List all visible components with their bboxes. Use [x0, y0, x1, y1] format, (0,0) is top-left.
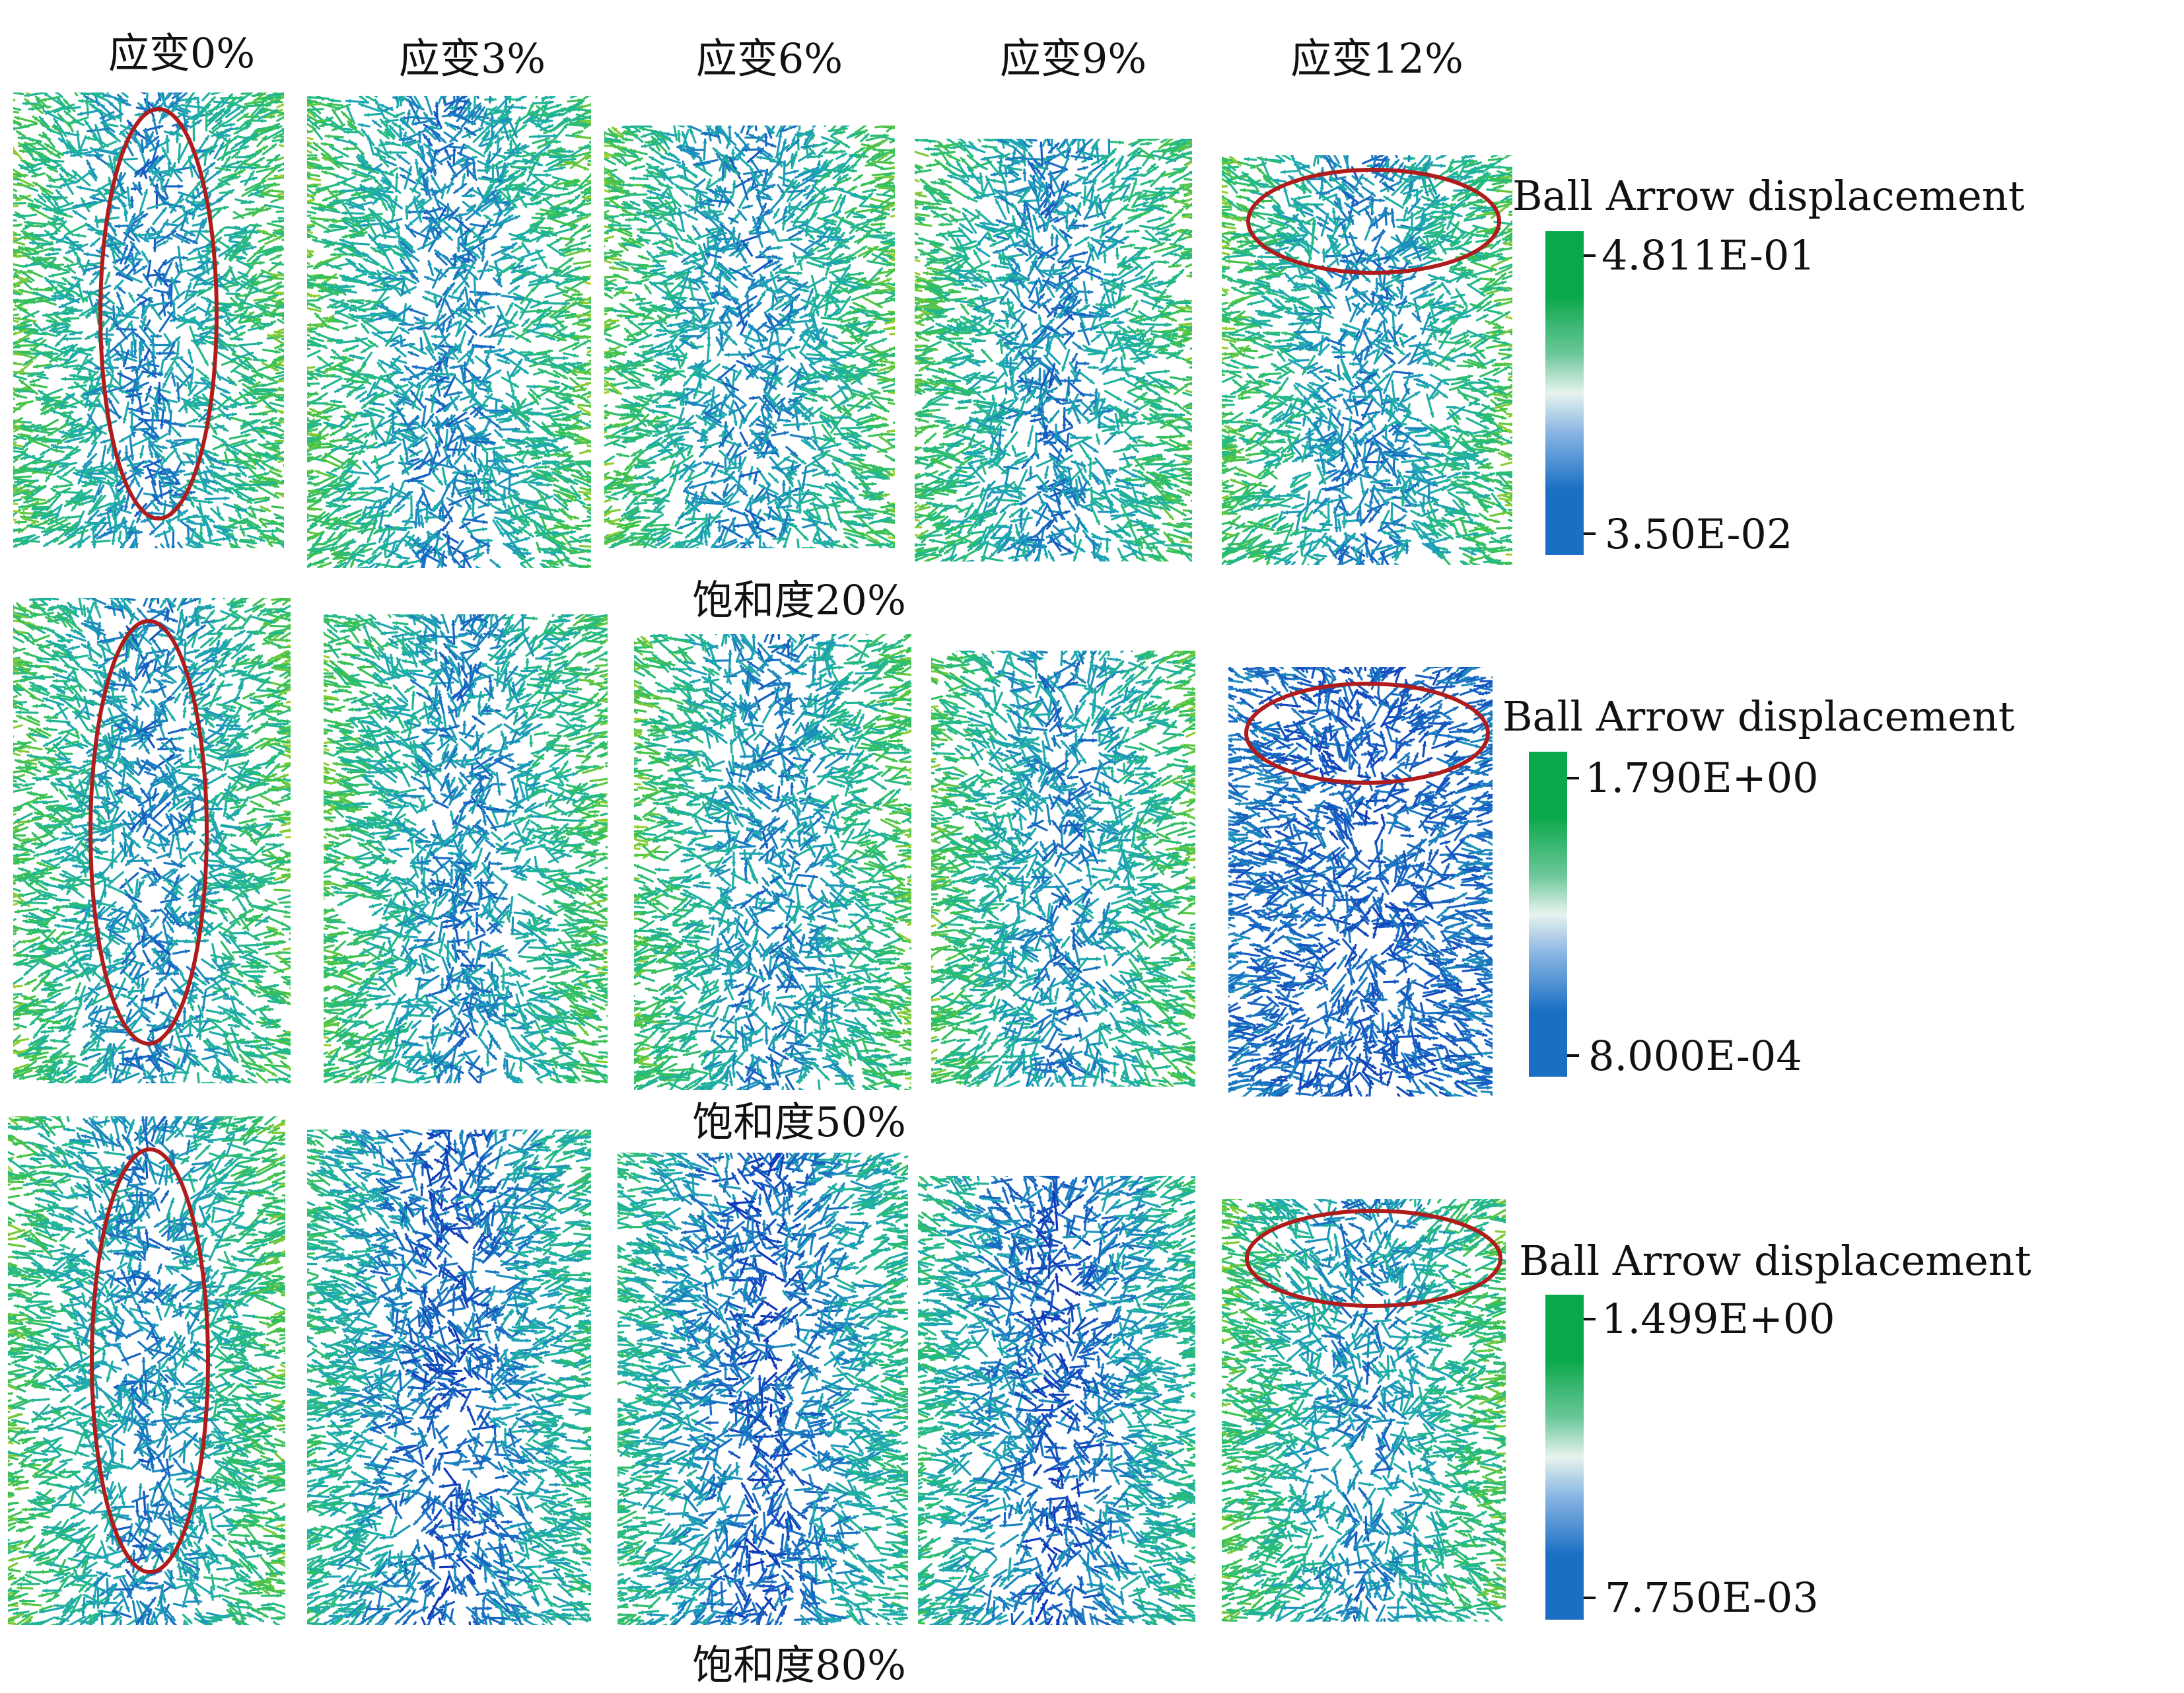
displacement-panel-r1-c1	[324, 614, 608, 1083]
row-label-saturation-50: 饱和度50%	[692, 1089, 906, 1148]
arrow-field	[931, 651, 1195, 1087]
arrow-field	[1222, 155, 1512, 565]
displacement-panel-r2-c2	[617, 1153, 908, 1625]
displacement-panel-r0-c4	[1222, 155, 1512, 565]
colorbar-tick-min	[1567, 1054, 1579, 1057]
legend-min-value: 3.50E-02	[1605, 510, 1792, 558]
column-header-strain-12: 应变12%	[1290, 25, 1463, 85]
legend-saturation-80: Ball Arrow displacement 1.499E+00 7.750E…	[1519, 1237, 2031, 1633]
legend-saturation-20: Ball Arrow displacement 4.811E-01 3.50E-…	[1512, 172, 2025, 568]
column-header-strain-0: 应变0%	[108, 20, 255, 79]
displacement-panel-r0-c1	[307, 96, 591, 568]
displacement-panel-r0-c2	[604, 126, 895, 548]
arrow-field	[324, 614, 608, 1083]
colorbar-tick-max	[1567, 777, 1579, 779]
legend-min-value: 7.750E-03	[1605, 1573, 1819, 1622]
displacement-panel-r1-c3	[931, 651, 1195, 1087]
colorbar	[1529, 752, 1567, 1077]
displacement-panel-r1-c2	[634, 634, 911, 1090]
row-label-saturation-20: 饱和度20%	[692, 567, 906, 626]
displacement-panel-r1-c0	[13, 598, 291, 1083]
arrow-field	[604, 126, 895, 548]
arrow-field	[8, 1116, 285, 1625]
displacement-panel-r2-c0	[8, 1116, 285, 1625]
column-header-strain-9: 应变9%	[1000, 25, 1146, 85]
arrow-field	[307, 1130, 591, 1625]
arrow-field	[307, 96, 591, 568]
row-label-saturation-80: 饱和度80%	[692, 1632, 906, 1691]
colorbar-tick-max	[1584, 254, 1596, 257]
legend-max-value: 1.790E+00	[1585, 754, 1819, 802]
displacement-panel-r1-c4	[1228, 667, 1493, 1097]
highlight-ellipse	[1245, 1209, 1502, 1308]
displacement-panel-r0-c0	[13, 92, 284, 548]
displacement-panel-r0-c3	[915, 139, 1192, 561]
colorbar	[1545, 231, 1584, 555]
colorbar-tick-max	[1584, 1318, 1596, 1320]
displacement-panel-r2-c4	[1222, 1199, 1506, 1622]
displacement-panel-r2-c3	[918, 1176, 1195, 1625]
arrow-field	[1228, 667, 1493, 1097]
legend-saturation-50: Ball Arrow displacement 1.790E+00 8.000E…	[1502, 692, 2015, 1089]
arrow-field	[617, 1153, 908, 1625]
legend-title: Ball Arrow displacement	[1512, 172, 2025, 220]
legend-min-value: 8.000E-04	[1588, 1032, 1802, 1080]
arrow-field	[13, 598, 291, 1083]
legend-title: Ball Arrow displacement	[1502, 692, 2015, 740]
displacement-panel-r2-c1	[307, 1130, 591, 1625]
highlight-ellipse	[1244, 682, 1490, 785]
legend-max-value: 4.811E-01	[1602, 231, 1815, 279]
column-header-strain-6: 应变6%	[696, 25, 843, 85]
arrow-field	[13, 92, 284, 548]
arrow-field	[634, 634, 911, 1090]
colorbar	[1545, 1295, 1584, 1620]
highlight-ellipse	[98, 107, 219, 521]
column-header-strain-3: 应变3%	[399, 25, 546, 85]
arrow-field	[915, 139, 1192, 561]
colorbar-tick-min	[1584, 532, 1596, 535]
highlight-ellipse	[1246, 168, 1501, 275]
arrow-field	[918, 1176, 1195, 1625]
highlight-ellipse	[90, 1147, 210, 1574]
highlight-ellipse	[88, 619, 209, 1046]
legend-title: Ball Arrow displacement	[1519, 1237, 2031, 1285]
colorbar-tick-min	[1584, 1597, 1596, 1599]
arrow-field	[1222, 1199, 1506, 1622]
legend-max-value: 1.499E+00	[1602, 1295, 1835, 1343]
